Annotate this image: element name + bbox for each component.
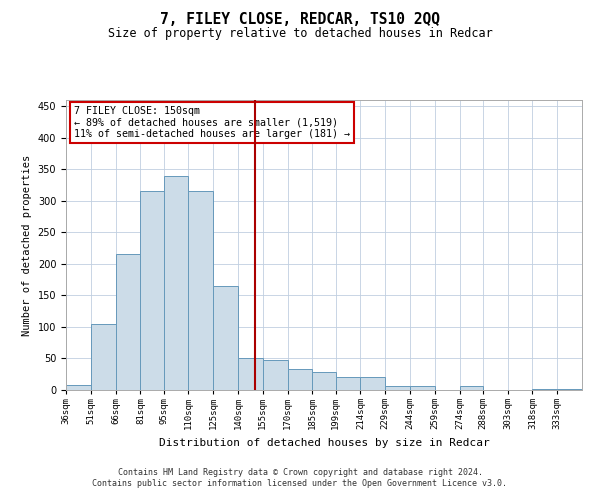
Bar (188, 192, 213, 390)
Bar (361, 378, 385, 390)
Bar (385, 386, 410, 390)
Text: Contains HM Land Registry data © Crown copyright and database right 2024.
Contai: Contains HM Land Registry data © Crown c… (92, 468, 508, 487)
Bar (335, 378, 361, 390)
Bar (410, 386, 435, 390)
Y-axis label: Number of detached properties: Number of detached properties (22, 154, 32, 336)
Bar (460, 386, 483, 390)
Text: Size of property relative to detached houses in Redcar: Size of property relative to detached ho… (107, 28, 493, 40)
X-axis label: Distribution of detached houses by size in Redcar: Distribution of detached houses by size … (158, 438, 490, 448)
Bar (164, 176, 188, 390)
Bar (140, 192, 164, 390)
Bar (238, 358, 263, 390)
Text: 7 FILEY CLOSE: 150sqm
← 89% of detached houses are smaller (1,519)
11% of semi-d: 7 FILEY CLOSE: 150sqm ← 89% of detached … (74, 106, 350, 139)
Bar (287, 369, 313, 390)
Bar (66, 385, 91, 390)
Bar (557, 388, 582, 390)
Bar (313, 372, 335, 390)
Text: 7, FILEY CLOSE, REDCAR, TS10 2QQ: 7, FILEY CLOSE, REDCAR, TS10 2QQ (160, 12, 440, 28)
Bar (213, 286, 238, 390)
Bar (263, 360, 287, 390)
Bar (91, 324, 116, 390)
Bar (116, 254, 140, 390)
Bar (532, 388, 557, 390)
